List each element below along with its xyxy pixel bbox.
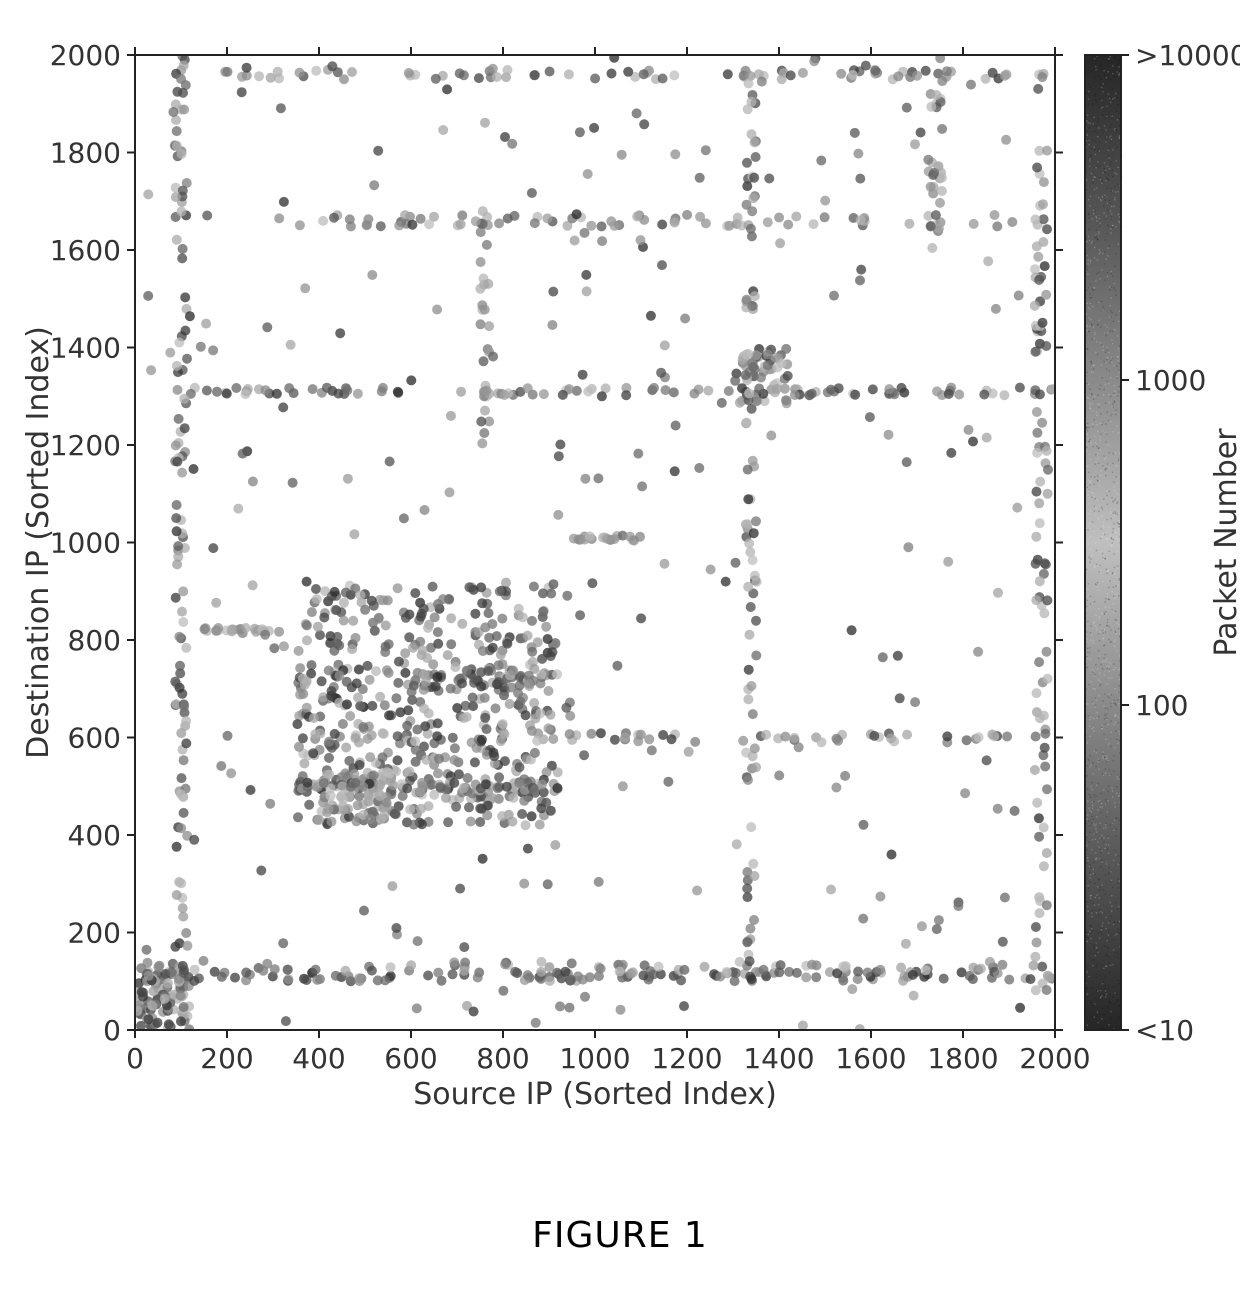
x-tick-label: 1000 [559,1042,630,1075]
x-tick-label: 2000 [1019,1042,1090,1075]
colorbar-tick-label: >10000 [1135,39,1240,72]
x-axis-label: Source IP (Sorted Index) [413,1077,777,1112]
x-tick-label: 400 [292,1042,345,1075]
y-tick-label: 200 [68,916,121,949]
y-tick-label: 400 [68,819,121,852]
colorbar-label: Packet Number [1209,428,1240,657]
y-tick-label: 1800 [50,136,121,169]
y-tick-label: 1200 [50,429,121,462]
x-tick-label: 200 [200,1042,253,1075]
y-tick-label: 1000 [50,526,121,559]
colorbar-tick-label: 1000 [1135,364,1206,397]
y-axis-label: Destination IP (Sorted Index) [21,326,56,759]
x-tick-label: 0 [126,1042,144,1075]
figure-caption: FIGURE 1 [0,1215,1240,1256]
x-tick-label: 1400 [743,1042,814,1075]
x-tick-label: 800 [476,1042,529,1075]
colorbar-tick-label: 100 [1135,689,1188,722]
colorbar-tick-label: <10 [1135,1014,1194,1047]
scatter-chart: 0 200 400 600 800 1000 1200 1400 1600 1800 2000 0 20… [0,0,1240,1311]
page: 0 200 400 600 800 1000 1200 1400 1600 1800 2000 0 20… [0,0,1240,1311]
x-tick-label: 600 [384,1042,437,1075]
y-tick-label: 800 [68,624,121,657]
y-tick-label: 600 [68,721,121,754]
y-tick-label: 1600 [50,234,121,267]
colorbar: <10 100 1000 >10000 Packet Number [1085,39,1240,1047]
y-tick-label: 0 [103,1014,121,1047]
x-tick-label: 1600 [835,1042,906,1075]
y-tick-label: 1400 [50,331,121,364]
x-tick-label: 1800 [927,1042,998,1075]
x-tick-label: 1200 [651,1042,722,1075]
y-tick-label: 2000 [50,39,121,72]
